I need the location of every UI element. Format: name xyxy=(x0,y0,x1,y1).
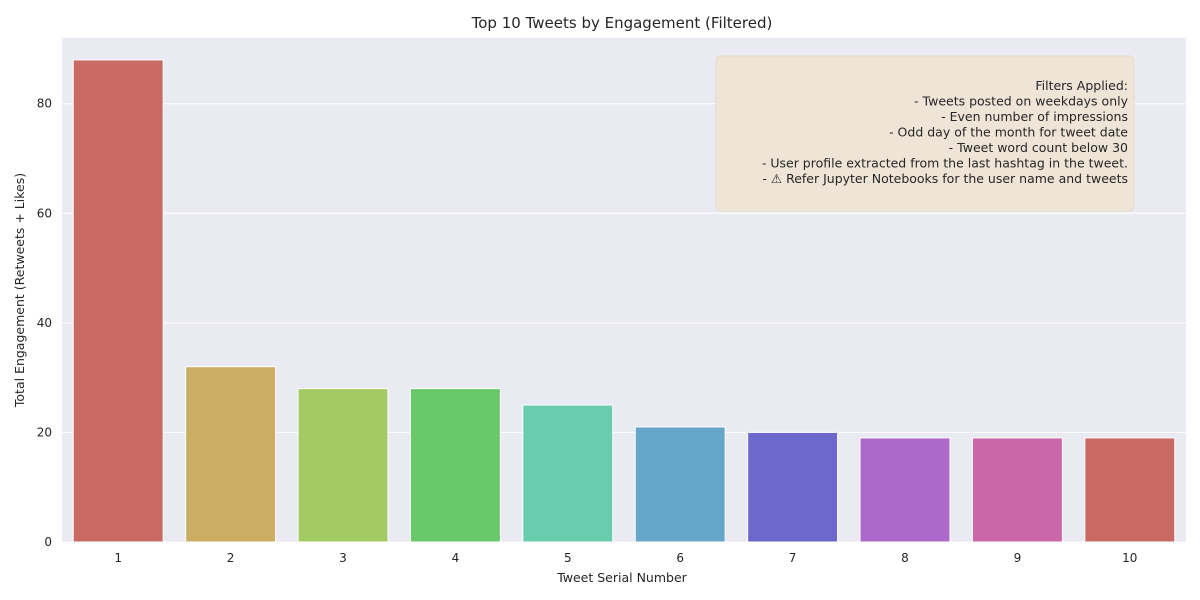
x-tick-label: 1 xyxy=(114,551,122,565)
annotation-line: - Tweets posted on weekdays only xyxy=(914,94,1129,109)
x-axis-label: Tweet Serial Number xyxy=(556,570,687,585)
bar-1 xyxy=(72,59,164,543)
bar-2 xyxy=(185,366,277,543)
y-tick-label: 40 xyxy=(37,316,52,330)
x-tick-label: 3 xyxy=(339,551,347,565)
bar-9 xyxy=(971,437,1063,543)
bar-8 xyxy=(859,437,951,543)
annotation-line: Filters Applied: xyxy=(1035,78,1128,93)
x-tick-label: 7 xyxy=(789,551,797,565)
y-tick-label: 0 xyxy=(44,535,52,549)
annotation-line: - Odd day of the month for tweet date xyxy=(889,125,1128,140)
y-tick-label: 80 xyxy=(37,97,52,111)
y-tick-label: 20 xyxy=(37,425,52,439)
y-axis-label: Total Engagement (Retweets + Likes) xyxy=(12,173,27,408)
y-tick-labels: 0 20 40 60 80 xyxy=(37,97,52,549)
bar-3 xyxy=(297,388,389,543)
annotation-line: - User profile extracted from the last h… xyxy=(762,156,1128,171)
x-tick-label: 10 xyxy=(1122,551,1137,565)
annotation-box xyxy=(715,55,1135,212)
chart-title: Top 10 Tweets by Engagement (Filtered) xyxy=(471,14,773,32)
y-tick-label: 60 xyxy=(37,206,52,220)
x-tick-label: 2 xyxy=(227,551,235,565)
annotation-line: - Tweet word count below 30 xyxy=(949,140,1128,155)
filters-annotation: Filters Applied:- Tweets posted on weekd… xyxy=(715,55,1135,212)
x-tick-label: 4 xyxy=(452,551,460,565)
x-tick-label: 9 xyxy=(1014,551,1022,565)
bar-5 xyxy=(522,404,614,543)
annotation-lines: Filters Applied:- Tweets posted on weekd… xyxy=(762,78,1129,186)
bar-4 xyxy=(409,388,501,543)
x-tick-label: 6 xyxy=(676,551,684,565)
bar-10 xyxy=(1084,437,1176,543)
bar-7 xyxy=(747,431,839,543)
x-tick-label: 5 xyxy=(564,551,572,565)
bars xyxy=(72,59,1176,543)
annotation-line: - ⚠ Refer Jupyter Notebooks for the user… xyxy=(762,171,1128,186)
x-tick-labels: 1 2 3 4 5 6 7 8 9 10 xyxy=(114,551,1137,565)
bar-6 xyxy=(634,426,726,543)
x-tick-label: 8 xyxy=(901,551,909,565)
annotation-line: - Even number of impressions xyxy=(941,109,1128,124)
